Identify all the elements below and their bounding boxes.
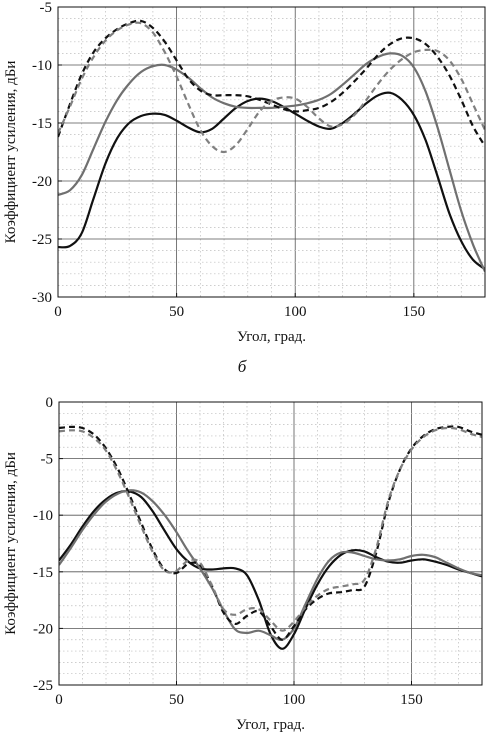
series-line-1 bbox=[58, 52, 485, 272]
y-tick-label: -30 bbox=[32, 290, 52, 306]
panel-label: б bbox=[238, 357, 247, 376]
series-line-3 bbox=[59, 426, 482, 632]
plot-frame bbox=[58, 401, 483, 686]
y-axis-label: Коэффициент усиления, дБи bbox=[3, 61, 19, 244]
plot-frame bbox=[57, 6, 486, 298]
y-tick-label: -25 bbox=[32, 232, 52, 248]
x-tick-label: 100 bbox=[284, 304, 307, 320]
series-line-1 bbox=[59, 489, 482, 642]
x-axis-label: Угол, град. bbox=[236, 717, 305, 733]
y-tick-label: -20 bbox=[33, 621, 53, 637]
x-tick-label: 0 bbox=[55, 692, 63, 708]
x-axis-label: Угол, град. bbox=[237, 329, 306, 345]
y-tick-label: -5 bbox=[40, 0, 53, 16]
y-tick-label: -20 bbox=[32, 174, 52, 190]
y-tick-label: -15 bbox=[33, 565, 53, 581]
x-tick-label: 50 bbox=[169, 304, 184, 320]
y-tick-label: -10 bbox=[33, 508, 53, 524]
y-axis-label: Коэффициент усиления, дБи bbox=[3, 452, 19, 635]
x-tick-label: 0 bbox=[54, 304, 62, 320]
x-tick-label: 150 bbox=[400, 692, 423, 708]
series-line-3 bbox=[58, 21, 485, 154]
chart-bottom: 0 50 100 150 0 -5 -10 -15 -20 -25 Угол, град. Коэфф… bbox=[3, 395, 483, 733]
y-tick-label: -15 bbox=[32, 116, 52, 132]
chart-top: 0 50 100 150 -5 -10 -15 -20 -25 -30 Угол, град. Коэ… bbox=[3, 0, 486, 345]
y-tick-label: -25 bbox=[33, 678, 53, 694]
y-tick-label: 0 bbox=[46, 395, 54, 411]
x-tick-label: 50 bbox=[169, 692, 184, 708]
x-tick-label: 100 bbox=[283, 692, 306, 708]
x-tick-label: 150 bbox=[403, 304, 426, 320]
y-tick-label: -10 bbox=[32, 58, 52, 74]
y-tick-label: -5 bbox=[41, 452, 54, 468]
